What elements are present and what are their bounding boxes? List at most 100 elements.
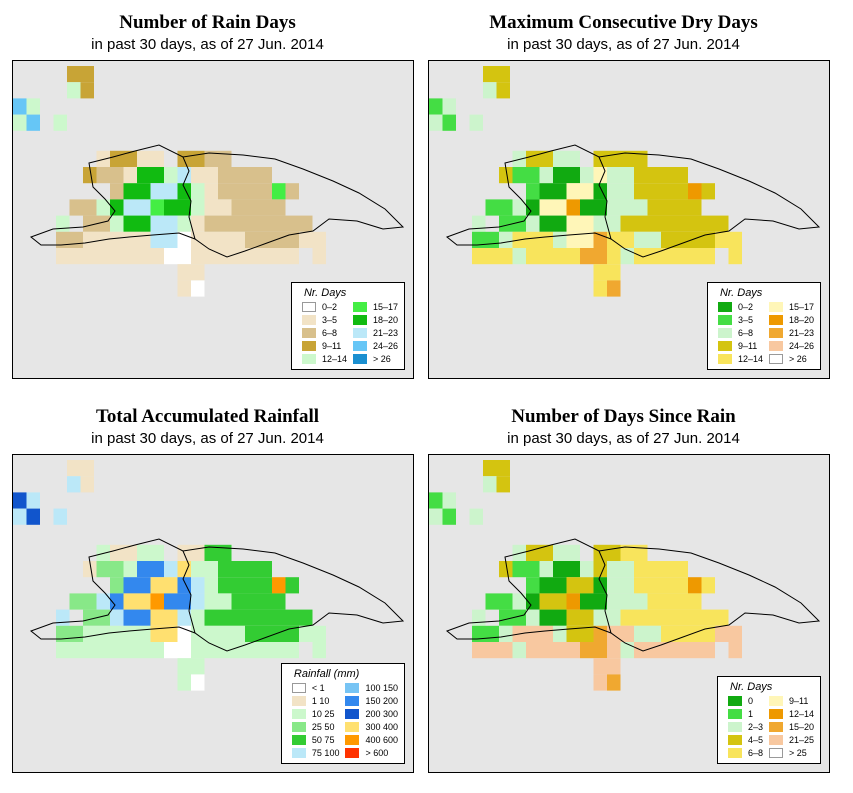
grid-cell: [553, 593, 567, 610]
legend-swatch: [768, 721, 783, 732]
grid-cell: [83, 593, 97, 610]
grid-cell: [499, 593, 513, 610]
grid-cell: [429, 508, 443, 525]
grid-cell: [634, 593, 648, 610]
grid-cell: [442, 114, 456, 131]
legend-item: 75 100: [291, 746, 340, 759]
grid-cell: [177, 674, 191, 691]
grid-cell: [69, 625, 83, 642]
legend-swatch: [717, 340, 732, 351]
legend-label: 400 600: [365, 734, 398, 745]
grid-cell: [26, 508, 40, 525]
grid-cell: [526, 544, 540, 561]
grid-cell: [674, 183, 688, 200]
grid-cell: [607, 674, 621, 691]
grid-cell: [485, 593, 499, 610]
grid-cell: [580, 167, 594, 184]
grid-cell: [499, 248, 513, 265]
legend-items: 0–2 3–5 6–8 9–11 12–14 15–17 18–20 21–23 24–26 > …: [301, 300, 398, 365]
grid-cell: [137, 231, 151, 248]
grid-cell: [728, 248, 742, 265]
grid-cell: [110, 609, 124, 626]
grid-cell: [580, 248, 594, 265]
grid-cell: [150, 625, 164, 642]
legend-item: 12–14: [717, 352, 763, 365]
panel-rain-days: Number of Rain Days in past 30 days, as …: [0, 0, 415, 390]
grid-cell: [56, 231, 70, 248]
legend-items: 0–2 3–5 6–8 9–11 12–14 15–17 18–20 21–23 24–26 > …: [717, 300, 814, 365]
grid-cell: [26, 492, 40, 509]
legend-item: 300 400: [345, 720, 398, 733]
grid-cell: [512, 609, 526, 626]
legend-title: Rainfall (mm): [293, 668, 360, 680]
grid-cell: [150, 544, 164, 561]
grid-cell: [607, 593, 621, 610]
grid-cell: [245, 609, 259, 626]
grid-cell: [285, 609, 299, 626]
grid-cell: [566, 625, 580, 642]
grid-cell: [150, 167, 164, 184]
grid-cell: [701, 248, 715, 265]
grid-cell: [580, 231, 594, 248]
legend-label: 75 100: [311, 747, 340, 758]
legend-swatch: [352, 301, 367, 312]
legend-swatch: [352, 314, 367, 325]
grid-cell: [728, 642, 742, 659]
grid-cell: [150, 593, 164, 610]
grid-cell: [191, 577, 205, 594]
grid-cell: [191, 150, 205, 167]
grid-cell: [83, 167, 97, 184]
grid-cell: [485, 199, 499, 216]
grid-cell: [26, 114, 40, 131]
legend-item: 6–8: [717, 326, 763, 339]
grid-cell: [593, 231, 607, 248]
grid-cell: [56, 248, 70, 265]
grid-cell: [485, 625, 499, 642]
grid-cell: [674, 248, 688, 265]
grid-cell: [607, 577, 621, 594]
grid-cell: [512, 544, 526, 561]
grid-cell: [164, 625, 178, 642]
grid-cell: [137, 544, 151, 561]
grid-cell: [204, 231, 218, 248]
legend-swatch: [768, 314, 783, 325]
grid-cell: [634, 150, 648, 167]
grid-cell: [593, 642, 607, 659]
grid-cell: [499, 215, 513, 232]
country-border: [182, 156, 196, 240]
grid-cell: [647, 561, 661, 578]
grid-cell: [580, 642, 594, 659]
grid-cell: [123, 625, 137, 642]
grid-cell: [499, 625, 513, 642]
grid-cell: [53, 114, 67, 131]
legend-item: 9–11: [301, 339, 347, 352]
grid-cell: [204, 561, 218, 578]
grid-cell: [566, 231, 580, 248]
grid-cell: [204, 199, 218, 216]
legend-label: 12–14: [321, 353, 347, 364]
grid-cell: [272, 248, 286, 265]
grid-cell: [13, 492, 27, 509]
grid-cell: [56, 625, 70, 642]
grid-cell: [647, 215, 661, 232]
grid-cell: [177, 561, 191, 578]
legend-item: 18–20: [352, 313, 398, 326]
grid-cell: [13, 114, 27, 131]
grid-cell: [123, 248, 137, 265]
grid-cell: [539, 625, 553, 642]
grid-cell: [539, 248, 553, 265]
grid-cell: [539, 642, 553, 659]
grid-cell: [150, 150, 164, 167]
grid-cell: [83, 642, 97, 659]
grid-cell: [258, 199, 272, 216]
grid-cell: [701, 609, 715, 626]
grid-cell: [620, 609, 634, 626]
grid-cell: [593, 609, 607, 626]
legend-swatch: [291, 695, 306, 706]
legend-since-rain: Nr. Days 0 1 2–3 4–5 6–8 9–11 12–14 15–20 21–25 >…: [716, 676, 821, 764]
grid-cell: [164, 609, 178, 626]
grid-cell: [56, 609, 70, 626]
legend-swatch: [727, 747, 742, 758]
grid-cell: [177, 264, 191, 281]
grid-cell: [647, 231, 661, 248]
